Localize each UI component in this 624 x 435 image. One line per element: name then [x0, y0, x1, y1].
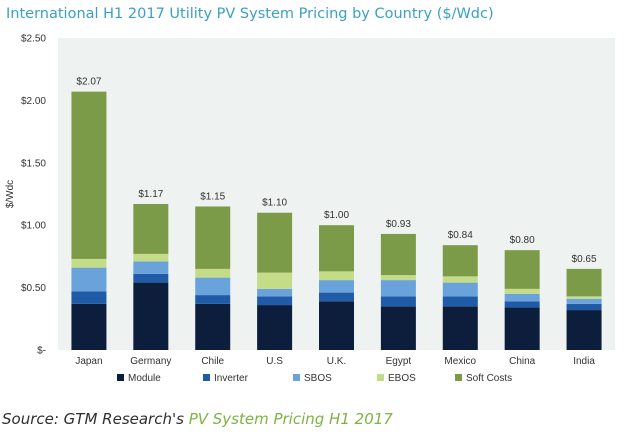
legend-swatch [377, 374, 384, 381]
x-tick-label: Egypt [386, 356, 412, 367]
y-tick-label: $0.50 [21, 283, 46, 294]
total-data-label: $0.93 [386, 219, 411, 230]
bar-segment-module [442, 306, 478, 350]
total-data-label: $1.00 [324, 210, 349, 221]
bar-segment-inverter [504, 301, 540, 308]
total-data-label: $0.84 [448, 230, 473, 241]
bar-segment-sbos [504, 293, 540, 302]
total-data-label: $2.07 [76, 77, 101, 88]
x-tick-label: U.S [266, 356, 283, 367]
y-axis: $- $0.50 $1.00 $1.50 $2.00 $2.50 [21, 34, 46, 357]
bar-segment-soft-costs [257, 212, 293, 273]
bar-segment-inverter [566, 303, 602, 311]
bar-segment-soft-costs [380, 233, 416, 276]
legend-entry: EBOS [388, 373, 416, 384]
bar-segment-sbos [319, 280, 354, 293]
total-data-label: $1.17 [138, 189, 163, 200]
bar-segment-sbos [71, 267, 107, 292]
bar-segment-inverter [380, 296, 416, 307]
x-axis: Japan Germany Chile U.S U.K. Egypt Mexico China… [75, 356, 595, 367]
bar-segment-module [195, 303, 231, 350]
bar-segment-ebos [195, 268, 231, 278]
x-tick-label: India [573, 356, 595, 367]
bar-segment-sbos [380, 280, 416, 297]
bar-segment-soft-costs [442, 245, 478, 277]
bar-segment-soft-costs [71, 91, 107, 259]
bar-segment-sbos [442, 282, 478, 297]
bar-segment-module [319, 301, 354, 350]
source-line: Source: GTM Research's PV System Pricing… [2, 410, 393, 428]
legend-entry: Soft Costs [466, 373, 512, 384]
bar-segment-ebos [319, 271, 354, 281]
y-tick-label: $1.50 [21, 158, 46, 169]
bar-segment-module [504, 307, 540, 350]
stacked-bar-chart: $- $0.50 $1.00 $1.50 $2.00 $2.50 $/Wdc Japan G… [5, 34, 615, 384]
bar-segment-module [380, 306, 416, 350]
bar-segment-soft-costs [133, 203, 169, 254]
bar-segment-module [566, 310, 602, 350]
bar-segment-ebos [133, 253, 169, 262]
bar-segment-inverter [195, 295, 231, 304]
legend-swatch [117, 374, 124, 381]
bar-segment-ebos [504, 288, 540, 294]
bar-segment-sbos [566, 298, 602, 304]
legend-entry: Module [128, 373, 161, 384]
y-tick-label: $1.00 [21, 221, 46, 232]
x-tick-label: U.K. [327, 356, 346, 367]
bar-segment-inverter [133, 273, 169, 283]
source-link[interactable]: PV System Pricing H1 2017 [188, 410, 393, 428]
legend-swatch [293, 374, 300, 381]
legend-entry: SBOS [304, 373, 332, 384]
total-data-label: $0.65 [572, 254, 597, 265]
x-tick-label: Chile [201, 356, 224, 367]
bar-segment-sbos [257, 288, 293, 297]
bar-segment-inverter [442, 296, 478, 307]
data-labels: $2.07 $1.17 $1.15 $1.10 $1.00 $0.93 $0.84 $0.80… [76, 77, 597, 265]
bar-segment-ebos [380, 275, 416, 281]
bar-segment-ebos [442, 276, 478, 283]
total-data-label: $0.80 [510, 235, 535, 246]
y-tick-label: $- [37, 346, 46, 357]
bar-segment-soft-costs [319, 225, 354, 272]
legend-swatch [203, 374, 210, 381]
x-tick-label: Germany [130, 356, 171, 367]
bar-segment-inverter [257, 296, 293, 306]
bar-segment-module [71, 303, 107, 350]
chart-title: International H1 2017 Utility PV System … [6, 6, 494, 22]
bar-segment-ebos [71, 258, 107, 268]
source-prefix: Source: GTM Research's [2, 410, 189, 428]
bar-segment-sbos [133, 261, 169, 274]
bar-segment-ebos [566, 296, 602, 299]
total-data-label: $1.10 [262, 198, 287, 209]
x-tick-label: China [509, 356, 536, 367]
bar-segment-inverter [71, 291, 107, 304]
bar-segment-module [133, 282, 169, 350]
bar-segment-soft-costs [504, 250, 540, 289]
x-tick-label: Mexico [444, 356, 476, 367]
bar-segment-soft-costs [195, 206, 231, 269]
y-axis-label: $/Wdc [5, 180, 16, 208]
legend-swatch [455, 374, 462, 381]
legend: Module Inverter SBOS EBOS Soft Costs [117, 373, 512, 384]
bar-segment-module [257, 305, 293, 350]
x-tick-label: Japan [75, 356, 102, 367]
bar-segment-inverter [319, 292, 354, 302]
bar-segment-soft-costs [566, 268, 602, 297]
bar-segment-ebos [257, 272, 293, 289]
total-data-label: $1.15 [200, 191, 225, 202]
y-tick-label: $2.00 [21, 96, 46, 107]
y-tick-label: $2.50 [21, 34, 46, 45]
legend-entry: Inverter [214, 373, 249, 384]
bars [71, 91, 602, 350]
bar-segment-sbos [195, 277, 231, 296]
